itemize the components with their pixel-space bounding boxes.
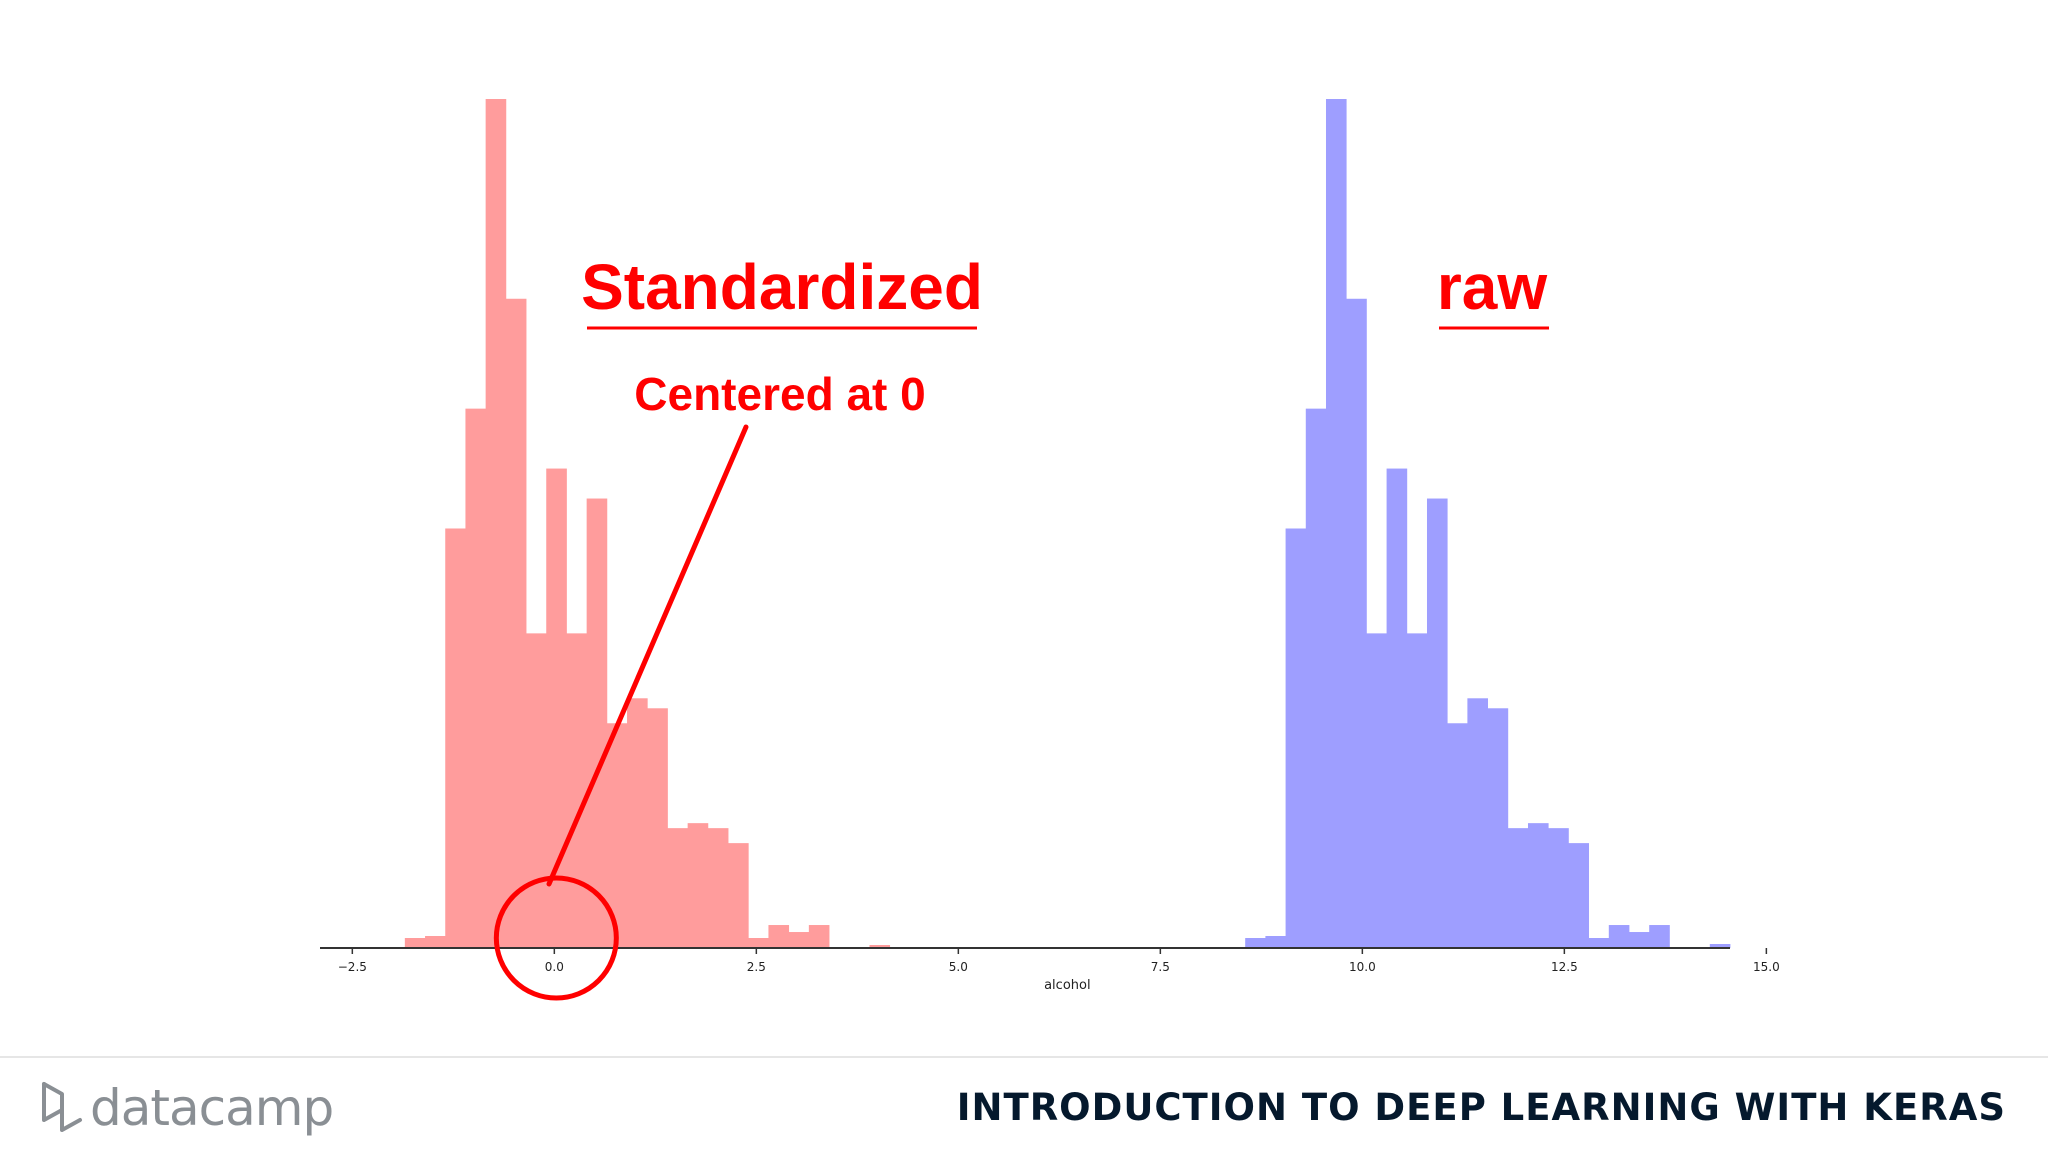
histogram-bar xyxy=(465,408,487,948)
histogram-bar xyxy=(586,498,608,948)
histogram-bar xyxy=(1426,498,1448,948)
histogram-bar xyxy=(1265,936,1286,948)
zero-highlight-circle xyxy=(493,875,619,1001)
centered-at-zero-note: Centered at 0 xyxy=(634,368,925,420)
histogram-bar xyxy=(627,698,648,948)
histogram-bar xyxy=(748,938,769,948)
annotations: Standardized raw Centered at 0 xyxy=(493,251,1549,1001)
histogram-bar xyxy=(687,823,709,948)
x-tick-label: 5.0 xyxy=(949,960,968,974)
histogram-bar xyxy=(1406,633,1428,948)
histogram-bar xyxy=(1325,99,1347,948)
histogram-bar xyxy=(606,723,628,948)
histogram-bar xyxy=(1568,843,1589,948)
histogram-bar xyxy=(1467,698,1488,948)
histogram-bar xyxy=(445,528,466,948)
annotation-pointer-line xyxy=(546,424,749,887)
histogram-bar xyxy=(1285,528,1307,948)
histogram-bar xyxy=(1629,932,1650,948)
histogram-bar xyxy=(1548,828,1569,948)
histogram-bar xyxy=(707,828,729,948)
x-tick-label: 2.5 xyxy=(747,960,766,974)
x-tick-label: 12.5 xyxy=(1551,960,1578,974)
x-axis-ticks: −2.5 0.0 2.5 5.0 7.5 10.0 12.5 15.0 xyxy=(338,948,1780,974)
histogram-bar xyxy=(869,945,891,948)
histogram-bar xyxy=(505,298,527,948)
histogram-bar xyxy=(1649,925,1670,948)
histogram-bar xyxy=(768,925,790,948)
histogram-bar xyxy=(526,633,547,948)
datacamp-logo: datacamp xyxy=(40,1078,334,1138)
x-tick-label: 7.5 xyxy=(1151,960,1170,974)
histogram-bars xyxy=(404,99,1731,948)
histogram-bar xyxy=(1487,708,1509,948)
histogram-bar xyxy=(566,633,588,948)
histogram-bar xyxy=(485,99,507,948)
standardized-title: Standardized xyxy=(581,251,983,323)
histogram-bar xyxy=(647,708,668,948)
histogram-bar xyxy=(1588,938,1610,948)
brand-name: datacamp xyxy=(90,1079,334,1137)
x-tick-label: 10.0 xyxy=(1349,960,1376,974)
histogram-bar xyxy=(425,936,446,948)
x-tick-label: −2.5 xyxy=(338,960,367,974)
datacamp-mark-icon xyxy=(42,1082,82,1132)
histogram-bar xyxy=(1366,633,1387,948)
histogram-bar xyxy=(1386,468,1408,948)
series-standardized xyxy=(404,99,891,948)
raw-title: raw xyxy=(1437,251,1548,323)
histogram-bar xyxy=(1507,828,1529,948)
histogram-bar xyxy=(1245,938,1266,948)
histogram-bar xyxy=(1346,298,1367,948)
x-tick-label: 15.0 xyxy=(1753,960,1780,974)
histogram-bar xyxy=(788,932,810,948)
histogram-bar xyxy=(546,468,567,948)
histogram-bar xyxy=(728,843,749,948)
histogram-bar xyxy=(808,925,830,948)
course-title: INTRODUCTION TO DEEP LEARNING WITH KERAS xyxy=(956,1086,2006,1129)
histogram-bar xyxy=(667,828,689,948)
histogram-bar xyxy=(1305,408,1327,948)
histogram-bar xyxy=(1709,944,1731,948)
x-axis-label: alcohol xyxy=(1044,978,1090,993)
histogram-bar xyxy=(1447,723,1468,948)
histogram-bar xyxy=(1527,823,1549,948)
footer-bar: datacamp INTRODUCTION TO DEEP LEARNING W… xyxy=(0,1056,2048,1156)
histogram-bar xyxy=(1608,925,1630,948)
x-tick-label: 0.0 xyxy=(545,960,564,974)
series-raw xyxy=(1245,99,1731,948)
histogram-bar xyxy=(404,938,426,948)
histogram-chart: −2.5 0.0 2.5 5.0 7.5 10.0 12.5 15.0 alcohol Sta… xyxy=(320,99,1780,1001)
